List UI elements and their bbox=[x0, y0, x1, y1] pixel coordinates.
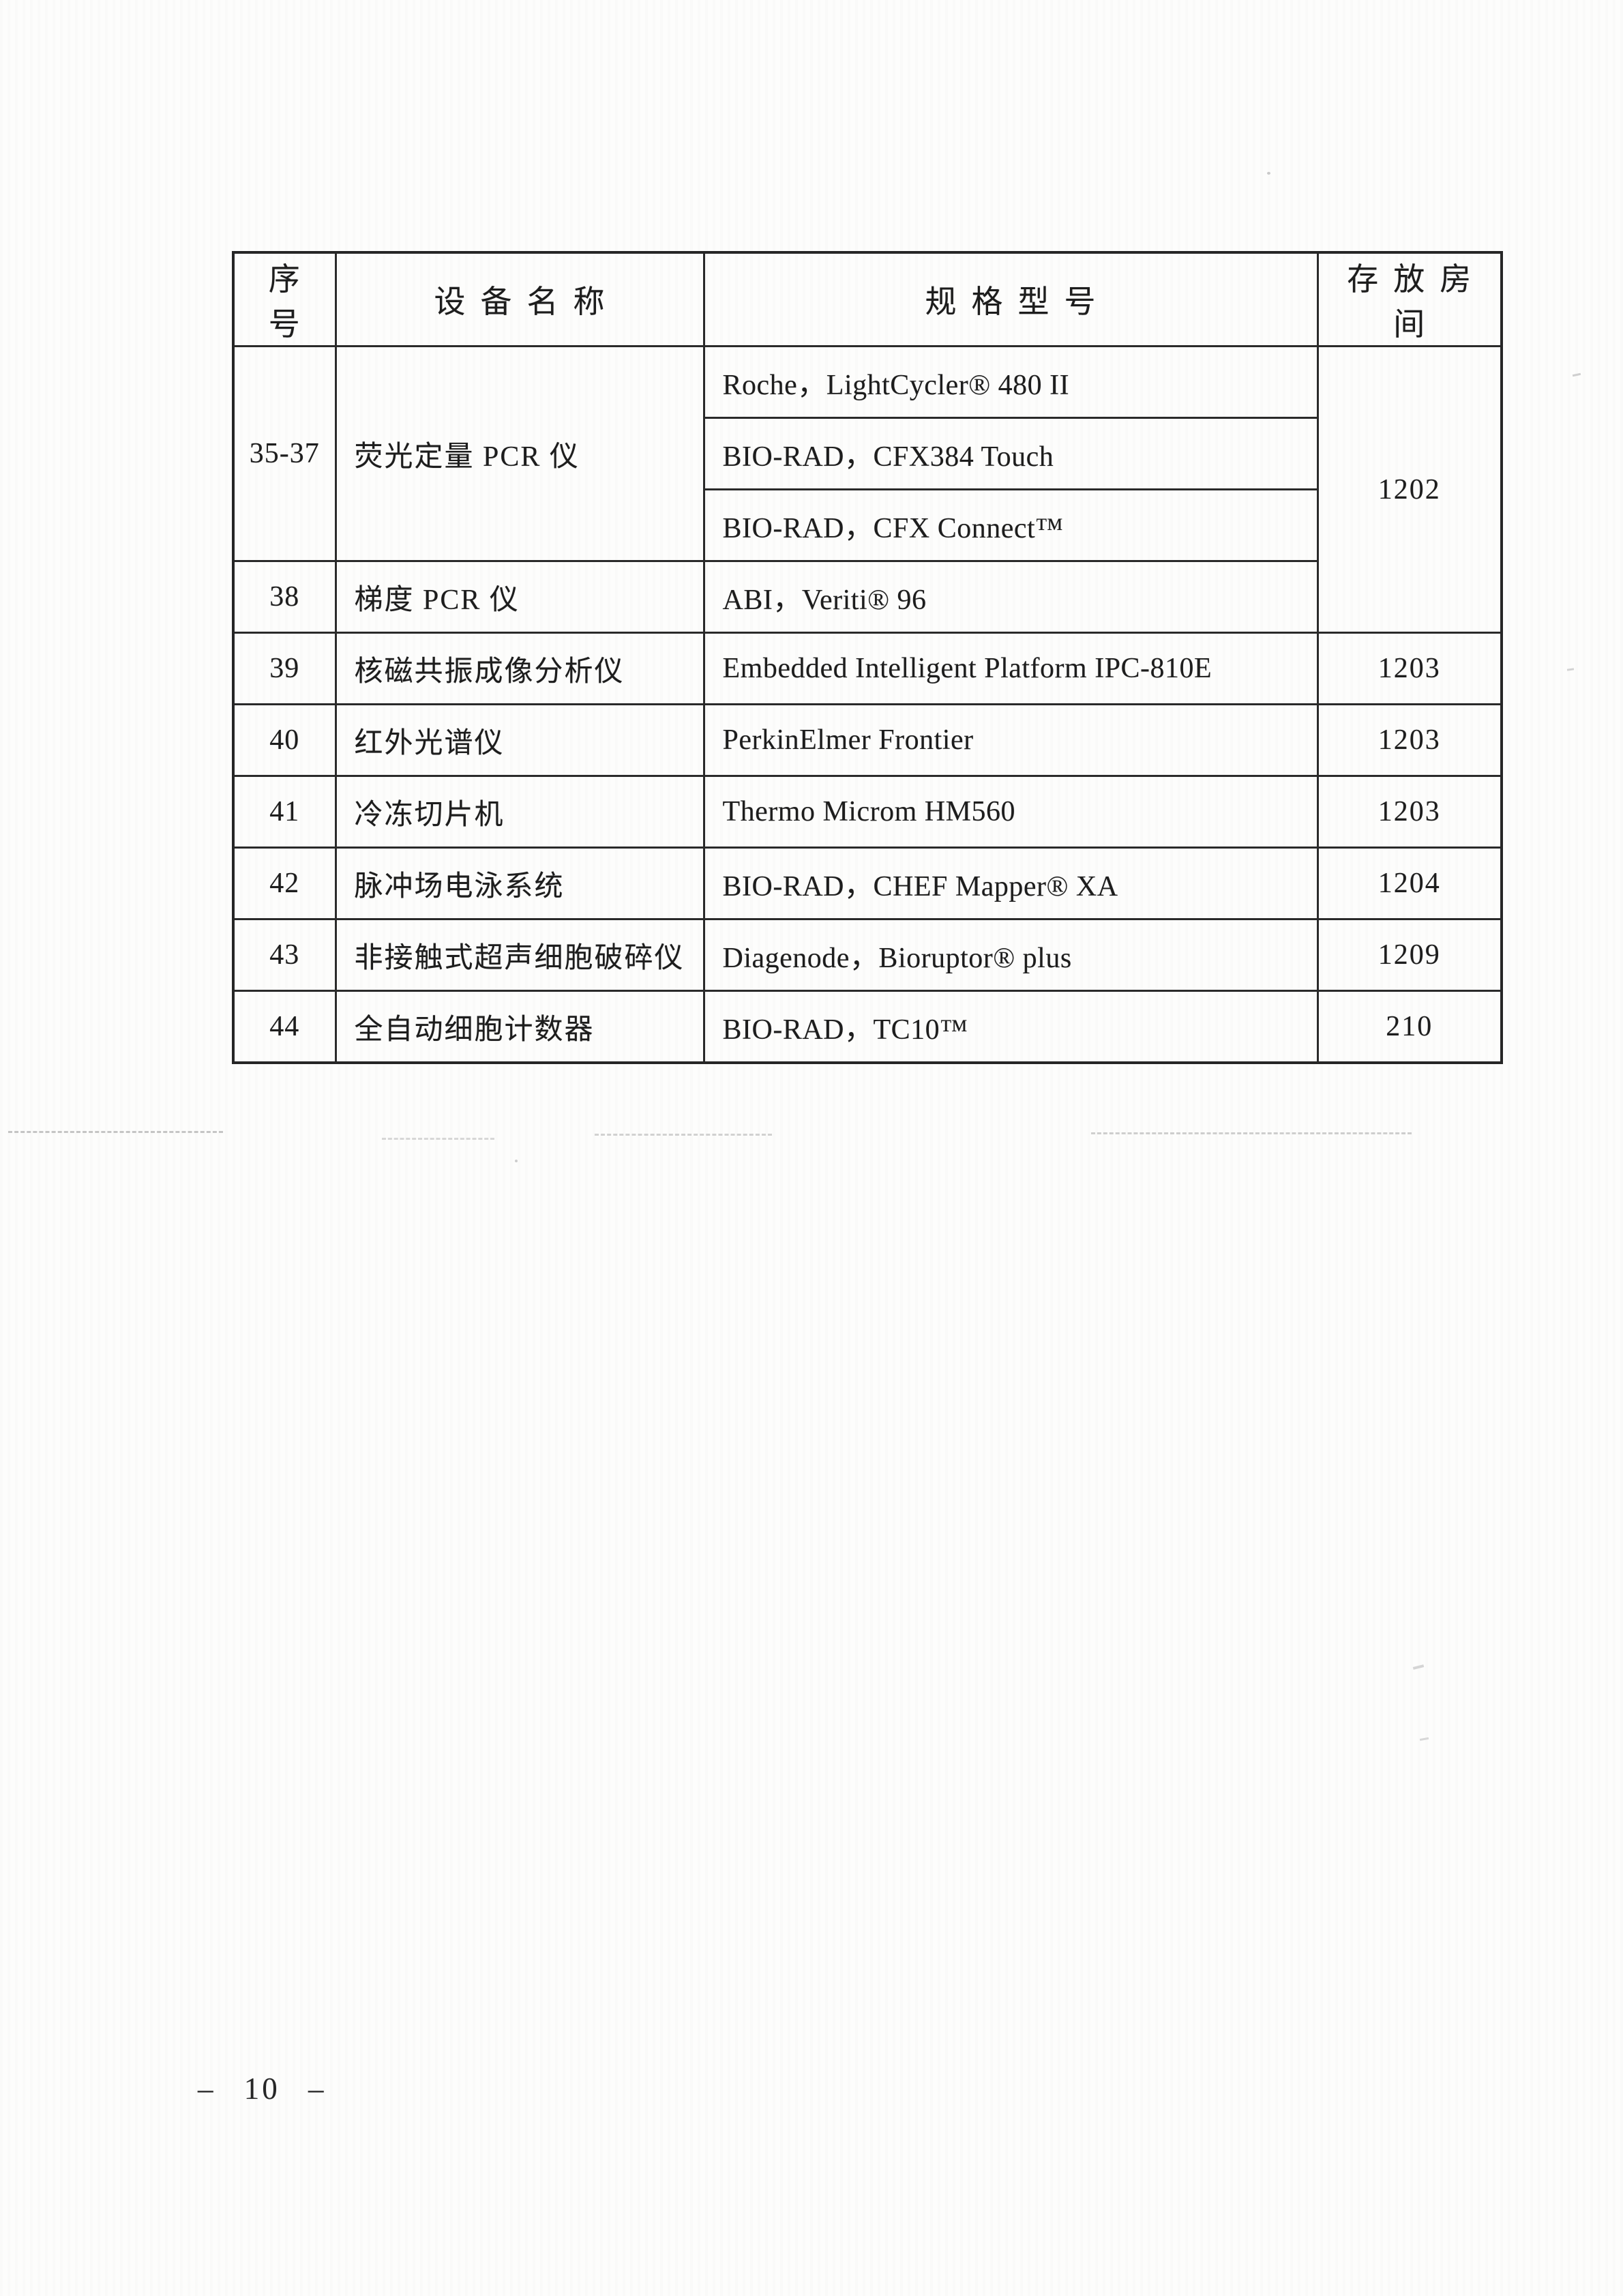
page-number: – 10 – bbox=[198, 2072, 327, 2106]
table-header-row: 序号 设备名称 规格型号 存放房间 bbox=[232, 251, 1503, 347]
equipment-name-cell: 非接触式超声细胞破碎仪 bbox=[334, 918, 705, 992]
scan-artifact bbox=[382, 1138, 494, 1140]
model-cell: Roche，LightCycler® 480 II bbox=[702, 345, 1319, 419]
serial-number-cell: 44 bbox=[232, 990, 337, 1064]
header-equipment-name: 设备名称 bbox=[334, 251, 705, 347]
equipment-name-cell: 脉冲场电泳系统 bbox=[334, 847, 705, 920]
model-cell: BIO-RAD，CHEF Mapper® XA bbox=[702, 847, 1319, 920]
scan-artifact bbox=[515, 1160, 518, 1162]
model-cell: ABI，Veriti® 96 bbox=[702, 560, 1319, 634]
header-storage-room: 存放房间 bbox=[1316, 251, 1503, 347]
scan-artifact bbox=[1419, 1737, 1429, 1741]
table-row: 39 核磁共振成像分析仪 Embedded Intelligent Platfo… bbox=[232, 632, 1503, 705]
table-row: 38 梯度 PCR 仪 ABI，Veriti® 96 bbox=[232, 560, 1502, 634]
model-cell: BIO-RAD，TC10™ bbox=[702, 990, 1319, 1064]
room-cell: 1204 bbox=[1316, 847, 1503, 920]
equipment-name-cell: 梯度 PCR 仪 bbox=[334, 560, 705, 634]
table-row: 44 全自动细胞计数器 BIO-RAD，TC10™ 210 bbox=[232, 990, 1503, 1064]
model-cell: Thermo Microm HM560 bbox=[702, 775, 1319, 849]
table-row: 43 非接触式超声细胞破碎仪 Diagenode，Bioruptor® plus… bbox=[232, 918, 1503, 992]
model-cell: Embedded Intelligent Platform IPC-810E bbox=[702, 632, 1319, 705]
equipment-name-cell: 红外光谱仪 bbox=[334, 703, 705, 777]
serial-number-cell: 41 bbox=[232, 775, 337, 849]
model-cell: PerkinElmer Frontier bbox=[702, 703, 1319, 777]
scan-artifact bbox=[8, 1131, 223, 1133]
table-row: 40 红外光谱仪 PerkinElmer Frontier 1203 bbox=[232, 703, 1503, 777]
equipment-name-cell: 全自动细胞计数器 bbox=[334, 990, 705, 1064]
table-row: BIO-RAD，CFX Connect™ bbox=[233, 488, 1502, 562]
equipment-name-cell: 荧光定量 PCR 仪 bbox=[334, 345, 705, 562]
model-cell: BIO-RAD，CFX384 Touch bbox=[702, 417, 1319, 490]
model-cell: Diagenode，Bioruptor® plus bbox=[702, 918, 1319, 992]
serial-number-cell: 42 bbox=[232, 847, 337, 920]
table-row: BIO-RAD，CFX384 Touch bbox=[233, 417, 1502, 490]
room-cell: 210 bbox=[1316, 990, 1503, 1064]
header-model-spec: 规格型号 bbox=[702, 251, 1319, 347]
scan-artifact bbox=[1566, 668, 1575, 671]
serial-number-cell: 35-37 bbox=[232, 345, 337, 562]
table-row: 42 脉冲场电泳系统 BIO-RAD，CHEF Mapper® XA 1204 bbox=[232, 847, 1503, 920]
serial-number-cell: 40 bbox=[232, 703, 337, 777]
table-row: 35-37 荧光定量 PCR 仪 Roche，LightCycler® 480 … bbox=[232, 345, 1503, 634]
scan-artifact bbox=[1267, 172, 1270, 175]
scan-artifact bbox=[1572, 372, 1581, 377]
room-cell: 1203 bbox=[1316, 775, 1503, 849]
room-cell: 1203 bbox=[1316, 632, 1503, 705]
room-cell: 1203 bbox=[1316, 703, 1503, 777]
model-cell: BIO-RAD，CFX Connect™ bbox=[702, 488, 1319, 562]
header-serial-number: 序号 bbox=[232, 251, 337, 347]
room-cell: 1202 bbox=[1316, 345, 1503, 634]
serial-number-cell: 39 bbox=[232, 632, 337, 705]
table-row: 41 冷冻切片机 Thermo Microm HM560 1203 bbox=[232, 775, 1503, 849]
scan-artifact bbox=[1091, 1132, 1412, 1134]
equipment-table: 序号 设备名称 规格型号 存放房间 35-37 荧光定量 PCR 仪 Roche… bbox=[232, 251, 1503, 1064]
serial-number-cell: 38 bbox=[232, 560, 337, 634]
equipment-name-cell: 冷冻切片机 bbox=[334, 775, 705, 849]
room-cell: 1209 bbox=[1316, 918, 1503, 992]
scan-artifact bbox=[595, 1134, 772, 1136]
equipment-name-cell: 核磁共振成像分析仪 bbox=[334, 632, 705, 705]
scan-artifact bbox=[1412, 1664, 1425, 1670]
serial-number-cell: 43 bbox=[232, 918, 337, 992]
